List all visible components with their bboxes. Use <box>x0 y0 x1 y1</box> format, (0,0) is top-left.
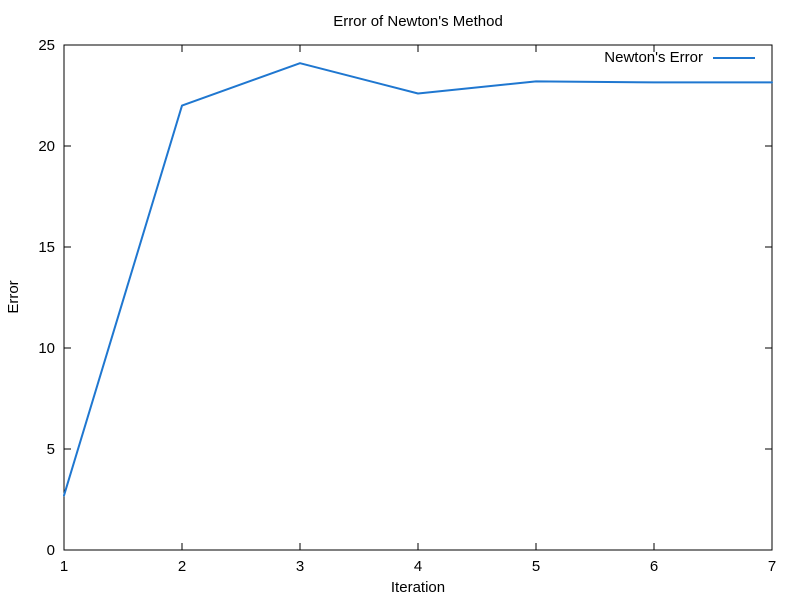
y-tick-label: 5 <box>47 441 55 458</box>
x-tick-label: 3 <box>296 558 304 575</box>
series-line-newtons-error <box>63 62 773 497</box>
y-tick-label: 0 <box>47 542 55 559</box>
x-tick-label: 4 <box>414 558 422 575</box>
x-axis: 1 2 3 4 5 6 7 <box>60 45 776 575</box>
x-tick-label: 1 <box>60 558 68 575</box>
y-tick-label: 15 <box>38 239 55 256</box>
y-tick-label: 10 <box>38 340 55 357</box>
y-axis: 0 5 10 15 20 25 <box>38 37 772 559</box>
plot-frame <box>63 44 773 551</box>
legend-label: Newton's Error <box>604 49 703 66</box>
x-axis-label: Iteration <box>391 579 445 596</box>
y-tick-label: 20 <box>38 138 55 155</box>
x-tick-label: 5 <box>532 558 540 575</box>
y-tick-label: 25 <box>38 37 55 54</box>
legend: Newton's Error <box>604 49 755 66</box>
x-tick-label: 6 <box>650 558 658 575</box>
x-tick-label: 7 <box>768 558 776 575</box>
y-axis-label: Error <box>5 280 22 313</box>
chart-title: Error of Newton's Method <box>333 13 503 30</box>
series-layer <box>63 62 773 497</box>
x-tick-label: 2 <box>178 558 186 575</box>
